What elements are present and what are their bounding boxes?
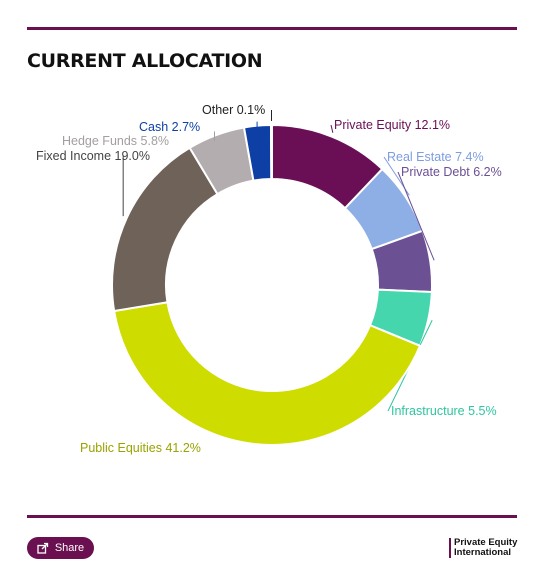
slice-label: Hedge Funds 5.8% — [62, 134, 169, 148]
share-label: Share — [54, 542, 85, 554]
slice-other[interactable] — [269, 123, 273, 181]
slice-public-equities[interactable] — [112, 301, 422, 446]
brand-line2: International — [454, 547, 512, 558]
slice-label: Private Equity 12.1% — [334, 118, 450, 132]
brand-logo: Private Equity International — [449, 538, 517, 558]
slice-label: Real Estate 7.4% — [387, 150, 484, 164]
donut-chart: Private Equity 12.1% Real Estate 7.4%Priv… — [36, 103, 502, 455]
slice-label: Infrastructure 5.5% — [391, 404, 497, 418]
leader-line — [330, 124, 334, 133]
brand-line1: Private Equity — [454, 537, 518, 548]
share-icon — [37, 542, 48, 554]
bottom-rule — [27, 515, 517, 518]
slice-fixed-income[interactable] — [111, 146, 219, 313]
slice-label: Other 0.1% — [202, 103, 265, 117]
slice-label: Fixed Income 19.0% — [36, 149, 150, 163]
top-rule — [27, 27, 517, 30]
share-button[interactable]: Share — [27, 537, 94, 559]
leader-line — [397, 171, 435, 261]
slice-label: Private Debt 6.2% — [401, 165, 502, 179]
slice-label: Public Equities 41.2% — [80, 441, 201, 455]
slice-label: Cash 2.7% — [139, 120, 200, 134]
chart-title: CURRENT ALLOCATION — [27, 50, 263, 72]
